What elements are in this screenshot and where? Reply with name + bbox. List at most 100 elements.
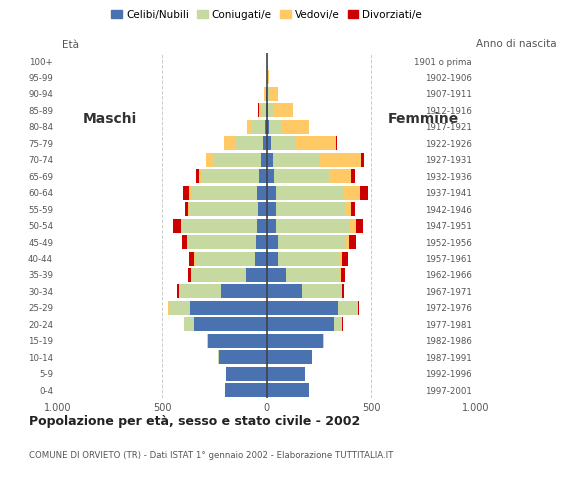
Bar [267, 169, 274, 183]
Bar [177, 285, 179, 299]
Bar [258, 218, 267, 233]
Bar [183, 186, 189, 200]
Bar [179, 285, 221, 299]
Bar [169, 301, 190, 315]
Bar [268, 103, 274, 118]
Bar [267, 334, 323, 348]
Bar [266, 103, 267, 118]
Bar [341, 268, 345, 282]
Bar [246, 268, 267, 282]
Bar [182, 218, 258, 233]
Bar [271, 136, 296, 150]
Bar [360, 186, 368, 200]
Bar [331, 169, 351, 183]
Bar [259, 103, 260, 118]
Bar [189, 252, 194, 265]
Bar [267, 235, 278, 249]
Bar [185, 202, 188, 216]
Bar [259, 169, 267, 183]
Bar [267, 367, 306, 381]
Bar [267, 87, 269, 101]
Bar [319, 153, 361, 167]
Bar [267, 202, 276, 216]
Bar [212, 153, 260, 167]
Bar [187, 235, 256, 249]
Bar [336, 136, 337, 150]
Bar [267, 103, 268, 118]
Bar [181, 218, 182, 233]
Bar [342, 285, 343, 299]
Bar [281, 120, 309, 134]
Bar [351, 169, 355, 183]
Bar [269, 120, 281, 134]
Bar [342, 252, 348, 265]
Bar [191, 186, 258, 200]
Bar [259, 202, 267, 216]
Bar [267, 120, 269, 134]
Bar [340, 268, 341, 282]
Bar [224, 136, 235, 150]
Bar [208, 334, 267, 348]
Bar [338, 301, 358, 315]
Bar [302, 285, 341, 299]
Bar [267, 383, 309, 397]
Bar [219, 350, 267, 364]
Bar [255, 252, 267, 265]
Bar [269, 87, 278, 101]
Bar [188, 202, 190, 216]
Bar [201, 169, 259, 183]
Text: Popolazione per età, sesso e stato civile - 2002: Popolazione per età, sesso e stato civil… [29, 415, 360, 428]
Bar [221, 285, 267, 299]
Bar [235, 136, 263, 150]
Bar [267, 285, 302, 299]
Text: Femmine: Femmine [388, 112, 459, 126]
Bar [190, 301, 267, 315]
Bar [267, 186, 276, 200]
Bar [191, 268, 246, 282]
Bar [323, 334, 324, 348]
Bar [351, 202, 355, 216]
Bar [195, 252, 255, 265]
Bar [190, 202, 259, 216]
Bar [207, 334, 208, 348]
Bar [267, 71, 269, 84]
Bar [350, 218, 356, 233]
Bar [267, 252, 278, 265]
Bar [341, 285, 342, 299]
Bar [285, 268, 340, 282]
Bar [252, 120, 264, 134]
Bar [194, 317, 267, 331]
Bar [343, 186, 360, 200]
Bar [356, 218, 363, 233]
Legend: Celibi/Nubili, Coniugati/e, Vedovi/e, Divorziati/e: Celibi/Nubili, Coniugati/e, Vedovi/e, Di… [110, 8, 424, 22]
Bar [264, 87, 266, 101]
Bar [196, 169, 198, 183]
Bar [258, 186, 267, 200]
Bar [263, 136, 267, 150]
Bar [226, 367, 267, 381]
Bar [274, 169, 331, 183]
Bar [361, 153, 364, 167]
Bar [264, 120, 267, 134]
Bar [225, 383, 267, 397]
Bar [256, 235, 267, 249]
Bar [188, 268, 191, 282]
Text: Età: Età [62, 39, 79, 49]
Bar [346, 235, 349, 249]
Text: Anno di nascita: Anno di nascita [476, 39, 556, 48]
Bar [247, 120, 252, 134]
Bar [267, 350, 311, 364]
Bar [198, 169, 201, 183]
Text: Maschi: Maschi [83, 112, 137, 126]
Bar [334, 317, 342, 331]
Bar [267, 301, 338, 315]
Text: COMUNE DI ORVIETO (TR) - Dati ISTAT 1° gennaio 2002 - Elaborazione TUTTITALIA.IT: COMUNE DI ORVIETO (TR) - Dati ISTAT 1° g… [29, 451, 393, 460]
Bar [345, 202, 351, 216]
Bar [184, 317, 194, 331]
Bar [278, 235, 346, 249]
Bar [278, 252, 340, 265]
Bar [267, 218, 276, 233]
Bar [276, 186, 343, 200]
Bar [296, 136, 336, 150]
Bar [173, 218, 181, 233]
